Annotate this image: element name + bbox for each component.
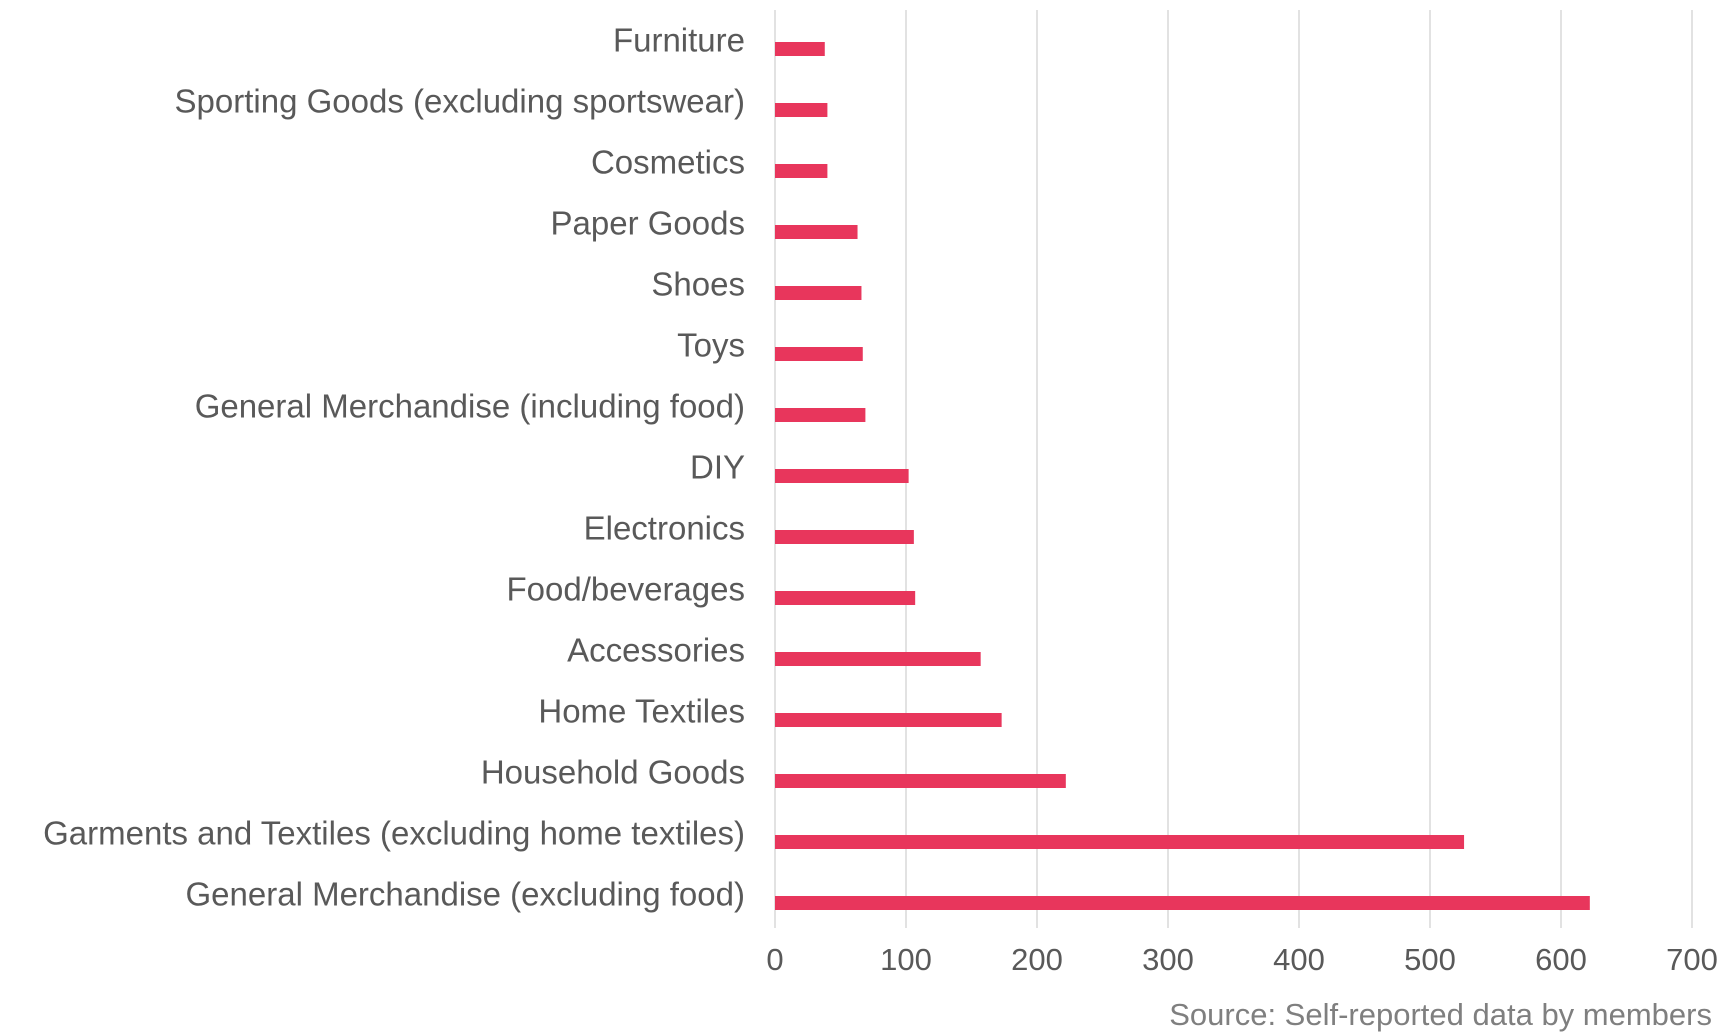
x-tick-label: 300 bbox=[1142, 942, 1194, 977]
bar bbox=[775, 286, 862, 300]
category-label: Home Textiles bbox=[538, 693, 745, 730]
bar bbox=[775, 347, 863, 361]
bar bbox=[775, 42, 825, 56]
bar bbox=[775, 713, 1002, 727]
bar bbox=[775, 225, 858, 239]
x-tick-labels: 0 100 200 300 400 500 600 700 bbox=[766, 942, 1717, 977]
x-tick-label: 600 bbox=[1535, 942, 1587, 977]
category-label: General Merchandise (excluding food) bbox=[186, 876, 745, 913]
category-label: Toys bbox=[677, 327, 745, 364]
category-label: Cosmetics bbox=[591, 144, 745, 181]
bar bbox=[775, 896, 1590, 910]
bar bbox=[775, 164, 828, 178]
category-label: Furniture bbox=[613, 22, 745, 59]
bar bbox=[775, 591, 916, 605]
category-label: Household Goods bbox=[481, 754, 745, 791]
category-label: DIY bbox=[690, 449, 745, 486]
bar bbox=[775, 774, 1066, 788]
category-label: Garments and Textiles (excluding home te… bbox=[43, 815, 745, 852]
x-tick-label: 100 bbox=[880, 942, 932, 977]
category-label: Paper Goods bbox=[551, 205, 745, 242]
category-label: Sporting Goods (excluding sportswear) bbox=[175, 83, 745, 120]
bar bbox=[775, 835, 1465, 849]
category-label: Accessories bbox=[567, 632, 745, 669]
x-tick-label: 700 bbox=[1666, 942, 1718, 977]
source-note: Source: Self-reported data by members bbox=[1169, 997, 1712, 1032]
category-label: Food/beverages bbox=[507, 571, 746, 608]
bar bbox=[775, 408, 866, 422]
bar bbox=[775, 469, 909, 483]
gridlines bbox=[774, 10, 1693, 928]
bars bbox=[775, 42, 1590, 910]
x-tick-label: 500 bbox=[1404, 942, 1456, 977]
category-label: General Merchandise (including food) bbox=[195, 388, 745, 425]
bar bbox=[775, 103, 828, 117]
x-tick-label: 0 bbox=[766, 942, 783, 977]
category-label: Electronics bbox=[584, 510, 745, 547]
x-tick-label: 200 bbox=[1011, 942, 1063, 977]
category-labels: Furniture Sporting Goods (excluding sport… bbox=[43, 22, 745, 913]
x-tick-label: 400 bbox=[1273, 942, 1325, 977]
bar bbox=[775, 652, 981, 666]
category-label: Shoes bbox=[651, 266, 745, 303]
bar bbox=[775, 530, 914, 544]
